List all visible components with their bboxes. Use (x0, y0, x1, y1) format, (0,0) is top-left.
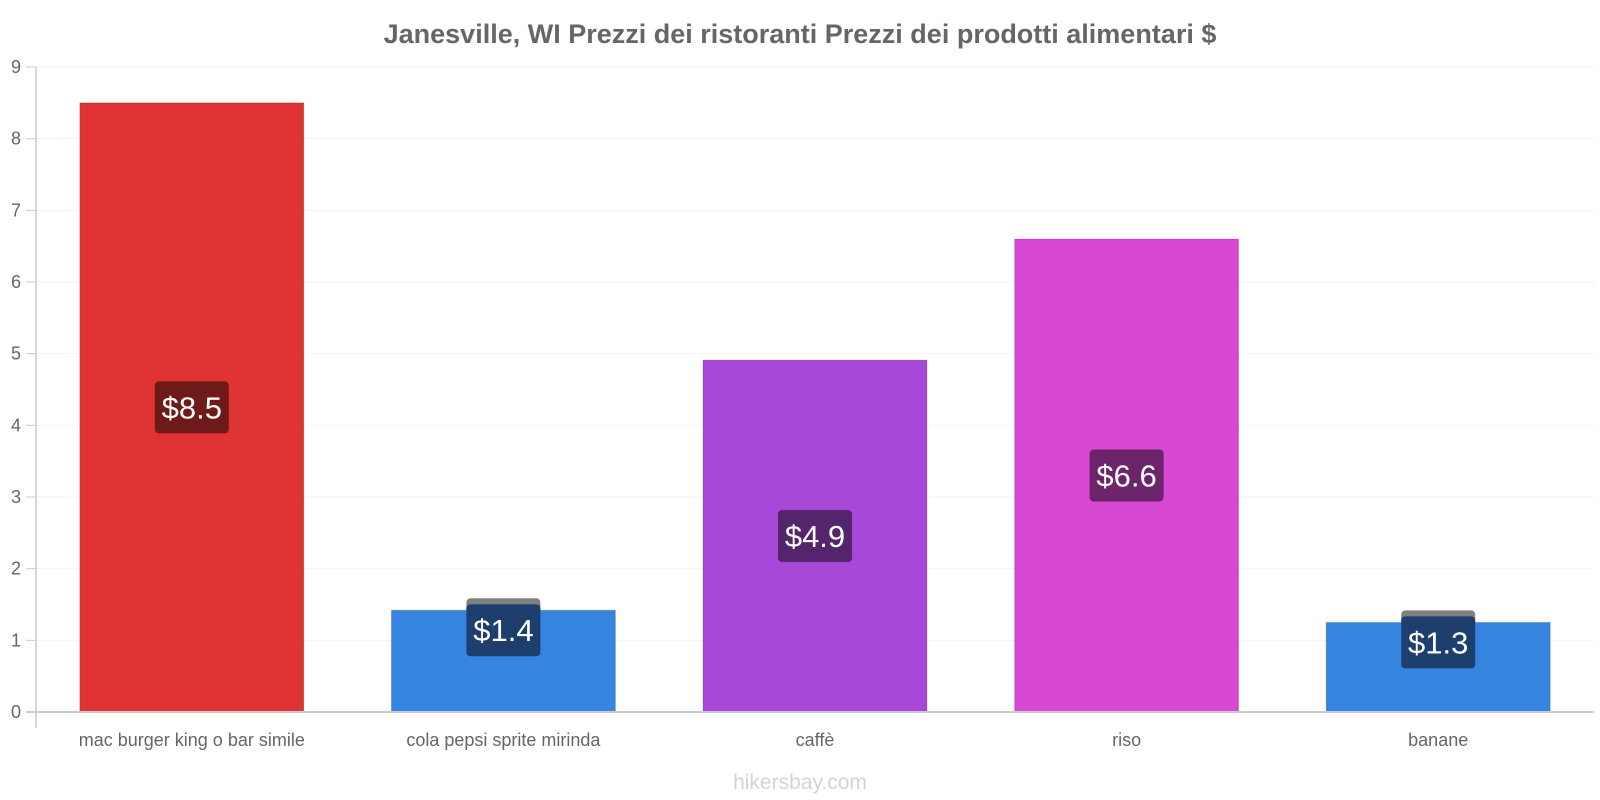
y-tick-label: 9 (11, 57, 21, 77)
x-axis: mac burger king o bar simile cola pepsi s… (26, 711, 1594, 750)
y-tick-label: 0 (11, 702, 21, 722)
value-labels: $8.5 $1.4 $4.9 $6.6 $1.3 (154, 381, 1476, 669)
x-tick-label: cola pepsi sprite mirinda (406, 730, 601, 750)
x-tick-label: riso (1112, 730, 1141, 750)
value-label: $1.4 (473, 613, 533, 648)
chart-title: Janesville, WI Prezzi dei ristoranti Pre… (384, 19, 1217, 49)
value-label-box (154, 381, 229, 434)
value-label: $1.3 (1408, 625, 1468, 660)
value-label-box (1089, 449, 1164, 502)
y-tick-label: 4 (11, 415, 21, 435)
y-tick-label: 3 (11, 487, 21, 507)
x-tick-label: banane (1408, 730, 1468, 750)
bars (79, 102, 1551, 713)
value-label: $6.6 (1096, 459, 1156, 494)
value-label: $4.9 (785, 519, 845, 554)
y-axis: 0 1 2 3 4 5 6 7 8 9 (11, 57, 37, 728)
y-tick-label: 7 (11, 200, 21, 220)
value-label-box (778, 510, 852, 563)
y-tick-label: 1 (11, 630, 21, 650)
y-tick-label: 2 (11, 559, 21, 579)
x-tick-label: caffè (796, 730, 835, 750)
value-label-box (1401, 616, 1476, 669)
value-label: $8.5 (162, 390, 222, 425)
y-tick-label: 5 (11, 344, 21, 364)
x-tick-label: mac burger king o bar simile (79, 730, 305, 750)
y-tick-label: 6 (11, 272, 21, 292)
y-tick-label: 8 (11, 129, 21, 149)
value-label-box (466, 604, 541, 657)
credit-watermark: hikersbay.com (733, 771, 867, 794)
